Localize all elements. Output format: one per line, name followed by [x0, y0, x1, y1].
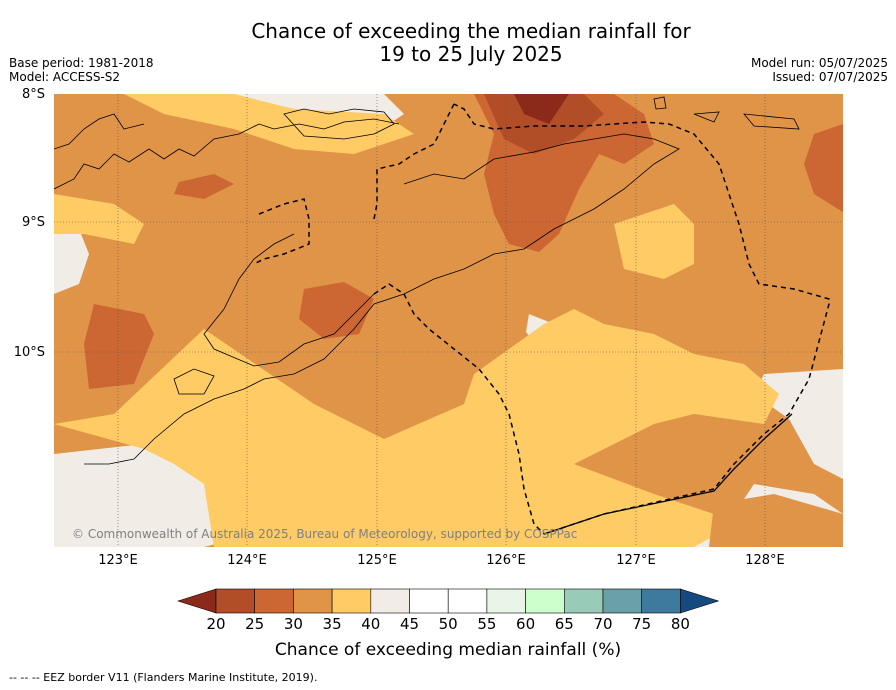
- colorbar-tick-label: 70: [593, 615, 613, 633]
- colorbar: [177, 588, 720, 614]
- lat-label-8s: 8°S: [21, 87, 45, 102]
- lat-label-9s: 9°S: [21, 215, 45, 230]
- colorbar-segment: [293, 588, 333, 614]
- colorbar-tick-label: 60: [516, 615, 536, 633]
- region-45-sw: [54, 444, 254, 547]
- colorbar-segment: [447, 588, 488, 614]
- lon-label-124e: 124°E: [227, 553, 267, 568]
- lon-label-123e: 123°E: [98, 553, 138, 568]
- eez-border: [253, 103, 830, 535]
- region-30-east: [804, 124, 843, 212]
- coastlines: [54, 96, 800, 465]
- base-period: Base period: 1981-2018: [9, 56, 154, 70]
- region-40-west: [54, 194, 144, 244]
- colorbar-tick-label: 20: [206, 615, 226, 633]
- colorbar-segment: [370, 588, 410, 614]
- eez-north: [373, 103, 455, 220]
- coast-alor: [283, 108, 395, 140]
- colorbar-tick-label: 35: [322, 615, 342, 633]
- colorbar-arrow-left: [177, 588, 217, 614]
- region-45-w: [54, 219, 89, 294]
- lon-label-128e: 128°E: [745, 553, 785, 568]
- coast-island-4: [693, 111, 720, 123]
- solid-border: [543, 413, 793, 535]
- colorbar-segment: [525, 588, 565, 614]
- coast-island-3: [743, 113, 800, 130]
- colorbar-segment: [331, 588, 372, 614]
- colorbar-tick-label: 50: [438, 615, 458, 633]
- copyright-text: © Commonwealth of Australia 2025, Bureau…: [72, 527, 577, 541]
- colorbar-tick-label: 80: [670, 615, 690, 633]
- region-30-center: [299, 282, 374, 339]
- colorbar-segment: [641, 588, 681, 614]
- model-name: Model: ACCESS-S2: [9, 70, 121, 84]
- coast-flores: [54, 118, 400, 190]
- lat-label-10s: 10°S: [13, 345, 45, 360]
- region-30-west: [84, 304, 154, 389]
- colorbar-tick-label: 75: [632, 615, 652, 633]
- model-run: Model run: 05/07/2025: [750, 56, 888, 70]
- lon-label-127e: 127°E: [616, 553, 656, 568]
- region-20-north: [514, 94, 569, 124]
- lon-label-125e: 125°E: [357, 553, 397, 568]
- colorbar-segments: [177, 588, 720, 614]
- colorbar-segment: [602, 588, 643, 614]
- colorbar-label: Chance of exceeding median rainfall (%): [274, 640, 622, 660]
- colorbar-segment: [215, 588, 256, 614]
- colorbar-tick-label: 65: [554, 615, 574, 633]
- colorbar-segment: [409, 588, 449, 614]
- coast-timor-west: [203, 233, 375, 367]
- colorbar-segment: [563, 588, 604, 614]
- coast-island-2: [653, 96, 667, 110]
- rainfall-map: © Commonwealth of Australia 2025, Bureau…: [54, 94, 843, 547]
- colorbar-tick-label: 55: [477, 615, 497, 633]
- coast-timor-north: [84, 133, 680, 465]
- meta-left: Base period: 1981-2018 Model: ACCESS-S2: [9, 56, 154, 84]
- region-25-north: [484, 94, 604, 154]
- eez-oecusse: [253, 198, 310, 265]
- colorbar-tick-label: 30: [283, 615, 303, 633]
- map-title: Chance of exceeding the median rainfall …: [0, 20, 896, 66]
- title-line-1: Chance of exceeding the median rainfall …: [251, 19, 691, 43]
- title-line-2: 19 to 25 July 2025: [379, 42, 563, 66]
- meta-right: Model run: 05/07/2025 Issued: 07/07/2025: [751, 56, 888, 84]
- colorbar-segment: [486, 588, 526, 614]
- footnote: -- -- -- EEZ border V11 (Flanders Marine…: [9, 671, 318, 684]
- coast-island-1: [173, 368, 215, 395]
- colorbar-arrow-right: [680, 588, 720, 614]
- issued-date: Issued: 07/07/2025: [772, 70, 888, 84]
- region-40-east-blob: [614, 204, 694, 279]
- eez-east: [453, 103, 830, 535]
- colorbar-tick-label: 40: [361, 615, 381, 633]
- lon-label-126e: 126°E: [486, 553, 526, 568]
- region-30-nw-small: [174, 174, 234, 199]
- region-40-south: [54, 309, 779, 547]
- eez-timor-south: [373, 283, 545, 535]
- colorbar-tick-label: 45: [399, 615, 420, 633]
- colorbar-segment: [254, 588, 294, 614]
- coast-flores-west: [54, 113, 145, 150]
- colorbar-tick-label: 25: [245, 615, 265, 633]
- region-35-se: [709, 494, 843, 547]
